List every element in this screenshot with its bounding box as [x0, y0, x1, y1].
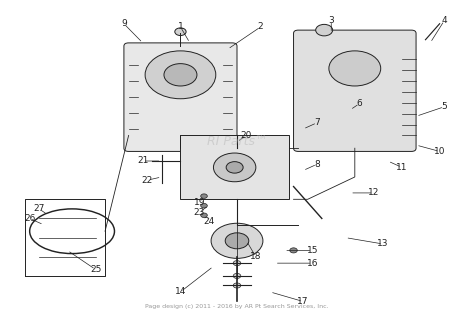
FancyBboxPatch shape — [181, 136, 289, 199]
Text: 12: 12 — [368, 188, 379, 197]
Circle shape — [201, 213, 207, 217]
Text: 2: 2 — [258, 23, 264, 32]
Text: 7: 7 — [314, 118, 320, 127]
Text: 20: 20 — [241, 131, 252, 140]
Text: 23: 23 — [193, 208, 205, 217]
FancyBboxPatch shape — [293, 30, 416, 151]
Text: 17: 17 — [297, 297, 309, 306]
Text: 5: 5 — [441, 102, 447, 111]
Circle shape — [145, 51, 216, 99]
Text: 16: 16 — [307, 259, 318, 268]
Circle shape — [225, 233, 249, 249]
Circle shape — [201, 204, 207, 208]
Circle shape — [316, 24, 333, 36]
Text: 21: 21 — [137, 156, 148, 166]
Text: 27: 27 — [33, 204, 45, 213]
Text: 3: 3 — [328, 16, 334, 25]
Text: Page design (c) 2011 - 2016 by AR Pt Search Services, Inc.: Page design (c) 2011 - 2016 by AR Pt Sea… — [145, 304, 329, 309]
Text: 15: 15 — [307, 246, 318, 255]
Circle shape — [201, 194, 207, 198]
Text: 22: 22 — [142, 176, 153, 185]
Circle shape — [213, 153, 256, 182]
Circle shape — [233, 273, 241, 279]
Text: RI Parts™: RI Parts™ — [207, 135, 267, 148]
Text: 14: 14 — [175, 287, 186, 296]
Circle shape — [164, 64, 197, 86]
Text: 25: 25 — [90, 265, 101, 274]
Circle shape — [211, 223, 263, 258]
Text: 9: 9 — [121, 19, 127, 28]
Text: 11: 11 — [396, 163, 408, 172]
Text: 24: 24 — [203, 217, 214, 226]
Circle shape — [233, 283, 241, 288]
Text: 10: 10 — [434, 147, 446, 156]
FancyBboxPatch shape — [124, 43, 237, 151]
Text: 8: 8 — [314, 160, 320, 169]
Circle shape — [290, 248, 297, 253]
Text: 26: 26 — [24, 214, 36, 223]
Circle shape — [329, 51, 381, 86]
Circle shape — [226, 162, 243, 173]
Text: 19: 19 — [193, 198, 205, 207]
Text: 13: 13 — [377, 240, 389, 249]
Circle shape — [233, 260, 241, 266]
Text: 18: 18 — [250, 252, 262, 261]
Text: 4: 4 — [441, 16, 447, 25]
Circle shape — [175, 28, 186, 35]
Text: 1: 1 — [178, 23, 183, 32]
Text: 6: 6 — [356, 99, 363, 108]
